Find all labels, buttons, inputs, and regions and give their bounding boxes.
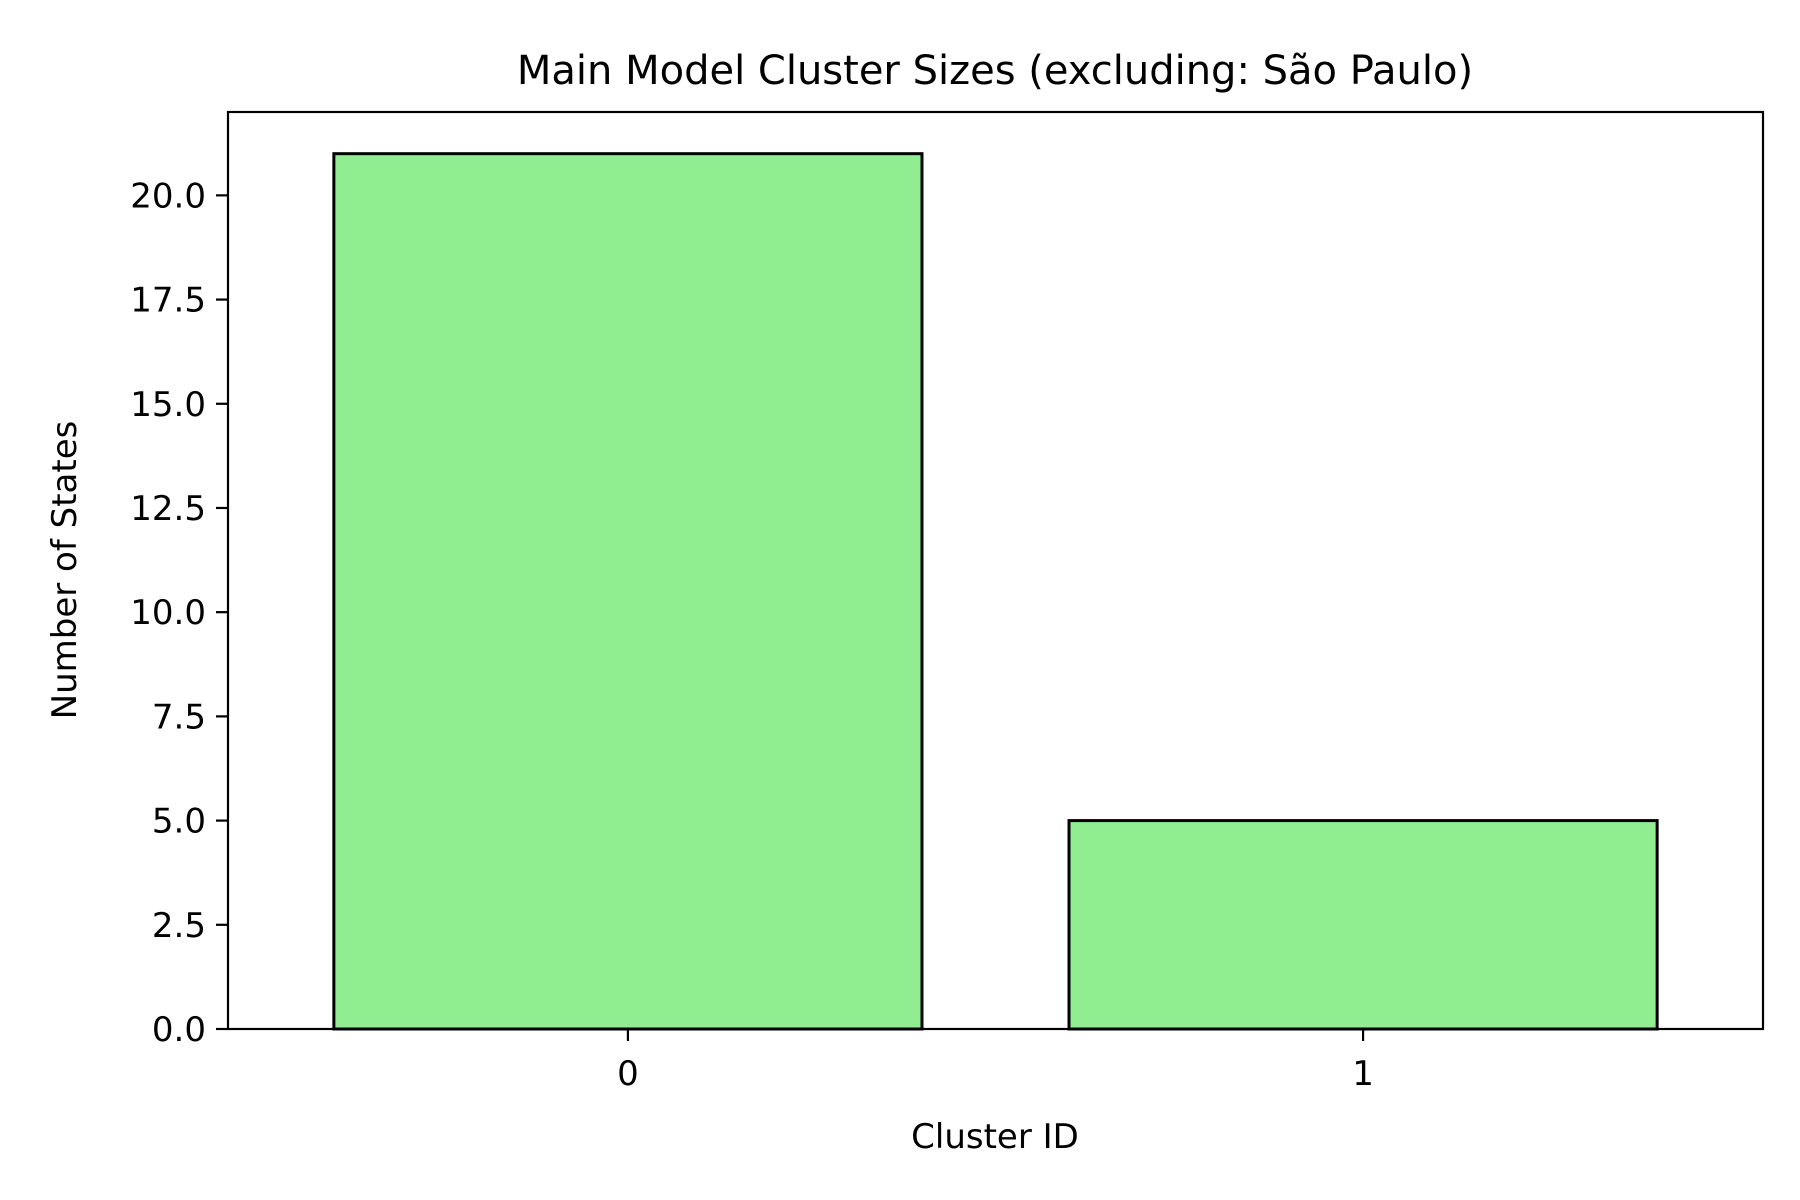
- y-tick-label: 15.0: [130, 385, 206, 425]
- y-axis: 0.0 2.5 5.0 7.5 10.0 12.5 15.0 17.5 20.0: [130, 176, 228, 1050]
- y-tick-label: 5.0: [152, 802, 206, 842]
- x-tick-label: 1: [1352, 1054, 1374, 1094]
- y-axis-label: Number of States: [45, 421, 85, 720]
- y-tick-label: 2.5: [152, 906, 206, 946]
- bar-cluster-0: [332, 152, 924, 1031]
- bar-cluster-1: [1067, 819, 1659, 1031]
- bars-group: [332, 152, 1659, 1031]
- y-tick-label: 17.5: [130, 281, 206, 321]
- x-axis-label: Cluster ID: [911, 1117, 1079, 1157]
- y-tick-label: 12.5: [130, 489, 206, 529]
- y-tick-label: 20.0: [130, 176, 206, 216]
- y-tick-label: 0.0: [152, 1010, 206, 1050]
- x-tick-label: 0: [617, 1054, 639, 1094]
- y-tick-label: 7.5: [152, 697, 206, 737]
- chart-title: Main Model Cluster Sizes (excluding: São…: [517, 48, 1473, 94]
- plot-area-frame: [226, 110, 1765, 1031]
- y-tick-label: 10.0: [130, 593, 206, 633]
